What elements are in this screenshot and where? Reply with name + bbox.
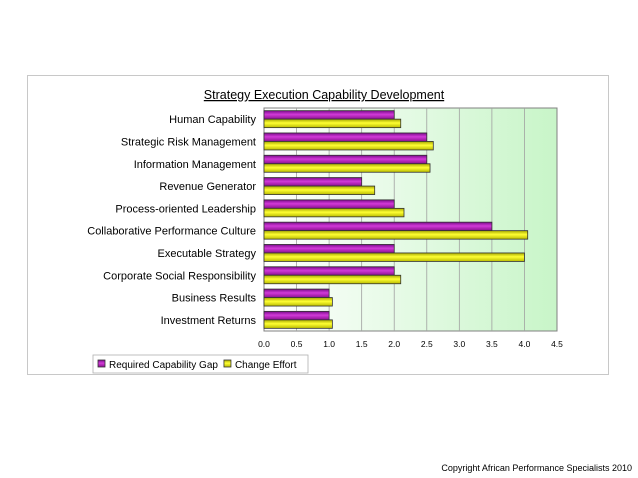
category-label: Revenue Generator bbox=[159, 181, 256, 193]
x-tick-label: 2.0 bbox=[388, 339, 400, 349]
legend-swatch bbox=[223, 359, 232, 368]
x-tick-label: 3.0 bbox=[453, 339, 465, 349]
category-label: Human Capability bbox=[169, 114, 256, 126]
bar-change-effort bbox=[263, 185, 376, 195]
bar-change-effort bbox=[263, 297, 333, 307]
bar-change-effort bbox=[263, 319, 333, 329]
category-label: Investment Returns bbox=[161, 315, 257, 327]
bar-change-effort bbox=[263, 252, 525, 262]
x-tick-label: 4.5 bbox=[551, 339, 563, 349]
category-label: Executable Strategy bbox=[158, 248, 257, 260]
bar-change-effort bbox=[263, 163, 431, 173]
x-tick-label: 4.0 bbox=[519, 339, 531, 349]
bar-change-effort bbox=[263, 207, 405, 218]
chart-title: Strategy Execution Capability Developmen… bbox=[204, 88, 445, 102]
bar-chart: Strategy Execution Capability Developmen… bbox=[87, 88, 563, 374]
category-label: Corporate Social Responsibility bbox=[103, 270, 256, 282]
legend-swatch bbox=[97, 359, 106, 368]
x-tick-label: 3.5 bbox=[486, 339, 498, 349]
legend-label: Required Capability Gap bbox=[109, 360, 218, 371]
category-label: Strategic Risk Management bbox=[121, 136, 256, 148]
x-tick-label: 1.5 bbox=[356, 339, 368, 349]
bar-required-capability-gap bbox=[263, 177, 363, 187]
copyright-text: Copyright African Performance Specialist… bbox=[441, 463, 632, 473]
bar-change-effort bbox=[263, 141, 434, 151]
bar-required-capability-gap bbox=[263, 199, 395, 209]
chart-frame: Strategy Execution Capability Developmen… bbox=[27, 75, 609, 375]
bar-change-effort bbox=[263, 230, 529, 240]
legend bbox=[92, 354, 309, 374]
bar-required-capability-gap bbox=[263, 132, 428, 142]
category-label: Process-oriented Leadership bbox=[115, 203, 256, 215]
category-label: Business Results bbox=[172, 293, 257, 305]
bar-required-capability-gap bbox=[263, 266, 395, 276]
bar-change-effort bbox=[263, 118, 402, 129]
x-tick-label: 0.5 bbox=[291, 339, 303, 349]
category-label: Collaborative Performance Culture bbox=[87, 226, 256, 238]
bar-change-effort bbox=[263, 274, 402, 285]
bar-required-capability-gap bbox=[263, 310, 330, 321]
category-label: Information Management bbox=[134, 159, 256, 171]
bar-required-capability-gap bbox=[263, 221, 493, 232]
legend-label: Change Effort bbox=[235, 360, 297, 371]
bar-required-capability-gap bbox=[263, 110, 395, 120]
bar-required-capability-gap bbox=[263, 154, 428, 165]
x-tick-label: 0.0 bbox=[258, 339, 270, 349]
bar-required-capability-gap bbox=[263, 244, 395, 254]
x-tick-label: 2.5 bbox=[421, 339, 433, 349]
bar-required-capability-gap bbox=[263, 288, 330, 298]
x-tick-label: 1.0 bbox=[323, 339, 335, 349]
